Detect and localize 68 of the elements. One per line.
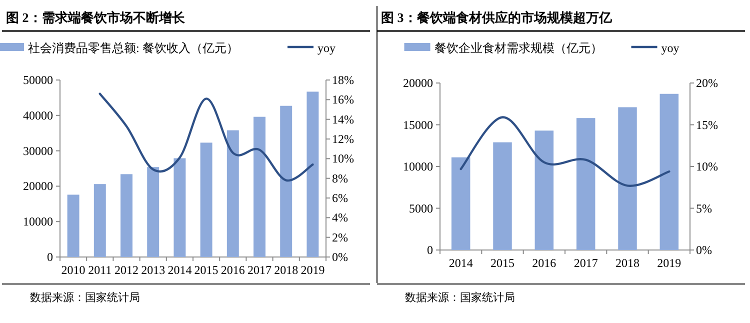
x-tick-label: 2014 xyxy=(168,263,192,277)
bar xyxy=(451,157,470,250)
y2-tick-label: 10% xyxy=(696,160,718,174)
bar xyxy=(226,130,239,257)
chart-title: 图 3：餐饮端食材供应的市场规模超万亿 xyxy=(381,10,613,25)
y2-tick-label: 16% xyxy=(332,92,354,107)
y2-tick-label: 6% xyxy=(332,191,348,205)
source-note: 数据来源：国家统计局 xyxy=(30,291,140,304)
x-tick-label: 2013 xyxy=(141,263,166,277)
y-tick-label: 50000 xyxy=(23,73,53,87)
y-tick-label: 10000 xyxy=(23,214,53,229)
bar xyxy=(493,142,512,250)
x-tick-label: 2017 xyxy=(574,256,598,270)
bar xyxy=(618,107,637,250)
bar xyxy=(576,118,596,250)
y-tick-label: 0 xyxy=(427,243,433,257)
line-series xyxy=(98,92,314,182)
y2-tick-label: 14% xyxy=(332,112,354,126)
y2-tick-label: 2% xyxy=(332,230,348,244)
y2-tick-label: 8% xyxy=(332,171,348,186)
x-tick-label: 2017 xyxy=(248,263,272,277)
x-tick-label: 2019 xyxy=(657,256,682,270)
y2-tick-label: 20% xyxy=(696,76,718,90)
legend-label: yoy xyxy=(661,41,680,55)
x-tick-label: 2018 xyxy=(274,263,298,277)
bar xyxy=(200,142,212,257)
bar xyxy=(534,130,554,250)
y2-tick-label: 0% xyxy=(696,243,712,257)
bar xyxy=(147,167,160,257)
bar xyxy=(306,92,319,257)
bar xyxy=(67,194,80,257)
bar xyxy=(174,158,186,257)
bar xyxy=(94,184,106,257)
source-note: 数据来源：国家统计局 xyxy=(405,291,515,304)
y2-tick-label: 12% xyxy=(332,132,354,146)
x-tick-label: 2011 xyxy=(88,263,112,277)
bar xyxy=(254,116,266,257)
y2-tick-label: 15% xyxy=(696,118,718,132)
x-tick-label: 2012 xyxy=(114,263,138,277)
legend-label: yoy xyxy=(318,41,336,55)
y-tick-label: 40000 xyxy=(23,108,53,122)
x-tick-label: 2010 xyxy=(61,263,86,277)
y2-tick-label: 5% xyxy=(696,201,712,216)
chart-title: 图 2：需求端餐饮市场不断增长 xyxy=(6,10,186,25)
x-tick-label: 2016 xyxy=(220,263,245,277)
legend-label: 社会消费品零售总额: 餐饮收入（亿元） xyxy=(28,41,238,55)
y-tick-label: 20000 xyxy=(403,76,433,90)
y-tick-label: 30000 xyxy=(23,144,53,158)
x-tick-label: 2018 xyxy=(616,256,640,270)
y2-tick-label: 10% xyxy=(332,152,354,166)
bar xyxy=(660,94,679,250)
bar xyxy=(280,106,292,257)
x-tick-label: 2015 xyxy=(490,256,514,270)
line-series xyxy=(460,116,670,187)
y2-tick-label: 0% xyxy=(332,250,348,264)
y-tick-label: 15000 xyxy=(403,118,433,132)
y-tick-label: 5000 xyxy=(409,201,433,216)
y-tick-label: 0 xyxy=(47,250,53,264)
bar xyxy=(120,174,132,257)
x-tick-label: 2016 xyxy=(532,256,556,270)
y2-tick-label: 4% xyxy=(332,210,348,225)
y-tick-label: 20000 xyxy=(23,179,53,194)
legend-label: 餐饮企业食材需求规模（亿元） xyxy=(434,41,602,55)
x-tick-label: 2014 xyxy=(448,256,473,270)
y-tick-label: 10000 xyxy=(403,160,433,174)
x-tick-label: 2019 xyxy=(300,263,325,277)
x-tick-label: 2015 xyxy=(194,263,218,277)
y2-tick-label: 18% xyxy=(332,73,354,87)
